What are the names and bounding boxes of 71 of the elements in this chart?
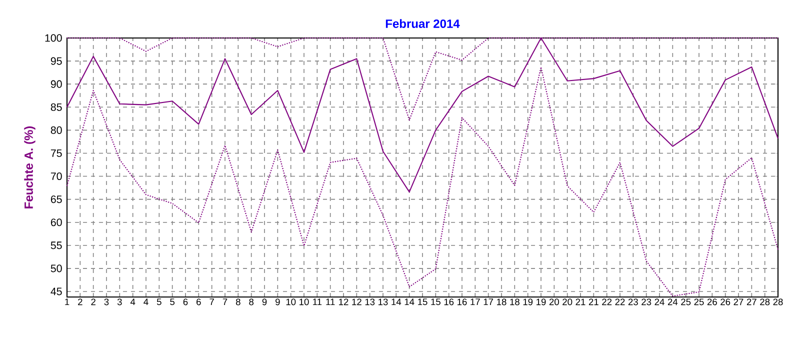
x-tick-label: 21 <box>588 298 598 306</box>
x-tick-label: 3 <box>104 298 109 306</box>
x-tick-label: 23 <box>628 298 638 306</box>
x-tick-label: 27 <box>746 298 756 306</box>
x-tick-label: 16 <box>444 298 454 306</box>
y-tick-label: 80 <box>50 126 62 134</box>
x-tick-label: 13 <box>365 298 375 306</box>
y-tick-label: 55 <box>50 242 62 250</box>
x-tick-label: 17 <box>470 298 480 306</box>
x-tick-label: 15 <box>418 298 428 306</box>
x-tick-label: 24 <box>668 298 678 306</box>
x-tick-label: 6 <box>183 298 188 306</box>
x-tick-label: 2 <box>78 298 82 306</box>
y-tick-label: 50 <box>50 264 62 272</box>
x-tick-label: 6 <box>196 298 201 306</box>
y-axis-title: Feuchte A. (%) <box>24 126 36 208</box>
x-tick-label: 20 <box>549 298 559 306</box>
x-tick-label: 19 <box>536 298 546 306</box>
x-tick-label: 5 <box>170 298 175 306</box>
x-tick-label: 10 <box>300 298 309 306</box>
y-tick-label: 90 <box>50 80 62 88</box>
x-tick-label: 23 <box>642 298 652 306</box>
x-tick-label: 14 <box>404 298 414 306</box>
y-tick-label: 75 <box>50 149 62 157</box>
line-series <box>66 66 779 297</box>
x-tick-label: 8 <box>249 298 254 306</box>
y-tick-label: 70 <box>50 172 62 180</box>
x-tick-label: 4 <box>144 298 148 306</box>
y-tick-label: 60 <box>50 218 62 226</box>
x-tick-label: 9 <box>276 298 280 306</box>
x-tick-label: 25 <box>694 298 704 306</box>
y-tick-label: 95 <box>50 57 62 65</box>
x-tick-label: 26 <box>720 298 730 306</box>
x-tick-label: 17 <box>484 298 494 306</box>
y-tick-label: 65 <box>50 196 62 204</box>
x-tick-label: 19 <box>523 298 533 306</box>
x-tick-label: 18 <box>510 298 520 306</box>
chart-title: Februar 2014 <box>386 19 460 28</box>
line-series <box>66 37 779 192</box>
y-tick-label: 45 <box>50 288 62 296</box>
x-tick-label: 2 <box>91 298 96 306</box>
x-tick-label: 12 <box>339 298 348 306</box>
x-tick-label: 16 <box>458 298 467 306</box>
x-tick-label: 11 <box>326 298 335 306</box>
x-tick-label: 3 <box>117 298 122 306</box>
x-tick-label: 22 <box>615 298 625 306</box>
y-tick-label: 100 <box>45 34 62 42</box>
x-tick-label: 9 <box>262 298 267 306</box>
x-tick-label: 28 <box>773 298 783 306</box>
x-tick-label: 27 <box>734 298 744 306</box>
x-tick-label: 25 <box>681 298 691 306</box>
x-tick-label: 7 <box>222 298 228 306</box>
x-tick-label: 18 <box>497 298 506 306</box>
x-tick-label: 5 <box>156 298 162 306</box>
x-tick-label: 24 <box>654 298 664 306</box>
x-tick-label: 8 <box>236 298 240 306</box>
x-tick-label: 28 <box>760 298 770 306</box>
x-tick-label: 1 <box>65 298 70 306</box>
x-tick-label: 20 <box>562 298 572 306</box>
x-tick-label: 4 <box>130 298 136 306</box>
x-tick-label: 15 <box>431 298 440 306</box>
x-tick-label: 12 <box>352 298 362 306</box>
x-tick-label: 14 <box>392 298 402 306</box>
x-tick-label: 13 <box>378 298 388 306</box>
x-tick-label: 21 <box>576 298 586 306</box>
x-tick-label: 10 <box>286 298 296 306</box>
x-tick-label: 26 <box>707 298 717 306</box>
y-tick-label: 85 <box>50 103 62 111</box>
x-tick-label: 11 <box>313 298 322 306</box>
x-tick-label: 7 <box>210 298 214 306</box>
x-tick-label: 22 <box>602 298 612 306</box>
